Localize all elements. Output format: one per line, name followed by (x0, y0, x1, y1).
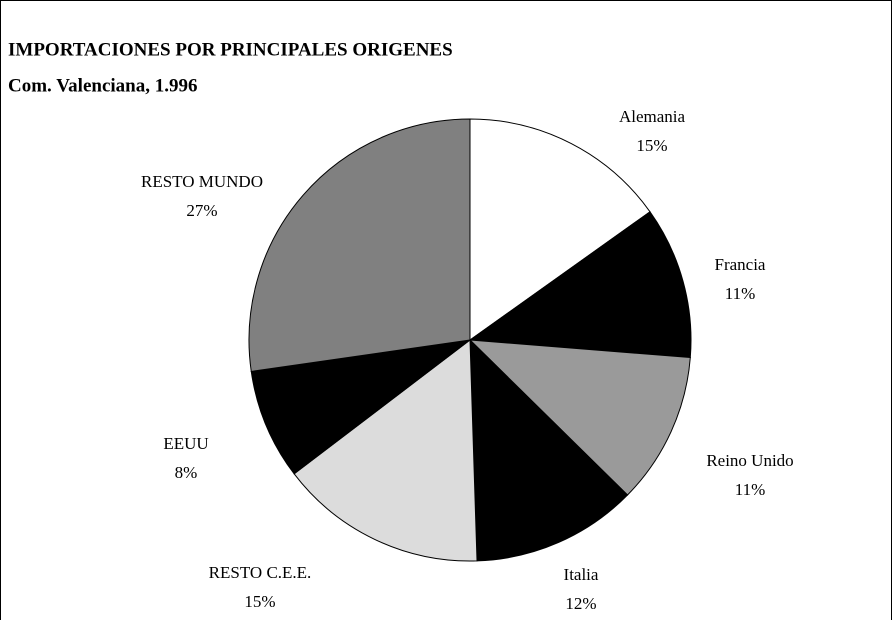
chart-title: IMPORTACIONES POR PRINCIPALES ORIGENES (8, 39, 453, 60)
pie-slice (248, 118, 471, 373)
slice-label: Francia (715, 255, 766, 274)
slice-label: RESTO C.E.E. (209, 563, 312, 582)
pie-slice (468, 339, 691, 496)
slice-value-label: 15% (244, 592, 275, 611)
slice-value-label: 15% (636, 136, 667, 155)
slice-label: Reino Unido (706, 451, 793, 470)
pie-slice (293, 339, 478, 562)
slice-value-label: 27% (186, 201, 217, 220)
pie-slice (469, 118, 651, 341)
pie-slice (468, 211, 692, 359)
slice-value-label: 11% (735, 480, 766, 499)
slice-value-label: 12% (565, 594, 596, 613)
slice-value-label: 11% (725, 284, 756, 303)
slice-label: RESTO MUNDO (141, 172, 263, 191)
chart-subtitle: Com. Valenciana, 1.996 (8, 75, 198, 96)
pie-slice (250, 339, 472, 475)
slice-label: EEUU (163, 434, 208, 453)
slice-label: Italia (564, 565, 599, 584)
pie-slice (469, 338, 629, 562)
slice-label: Alemania (619, 107, 686, 126)
slice-value-label: 8% (175, 463, 198, 482)
